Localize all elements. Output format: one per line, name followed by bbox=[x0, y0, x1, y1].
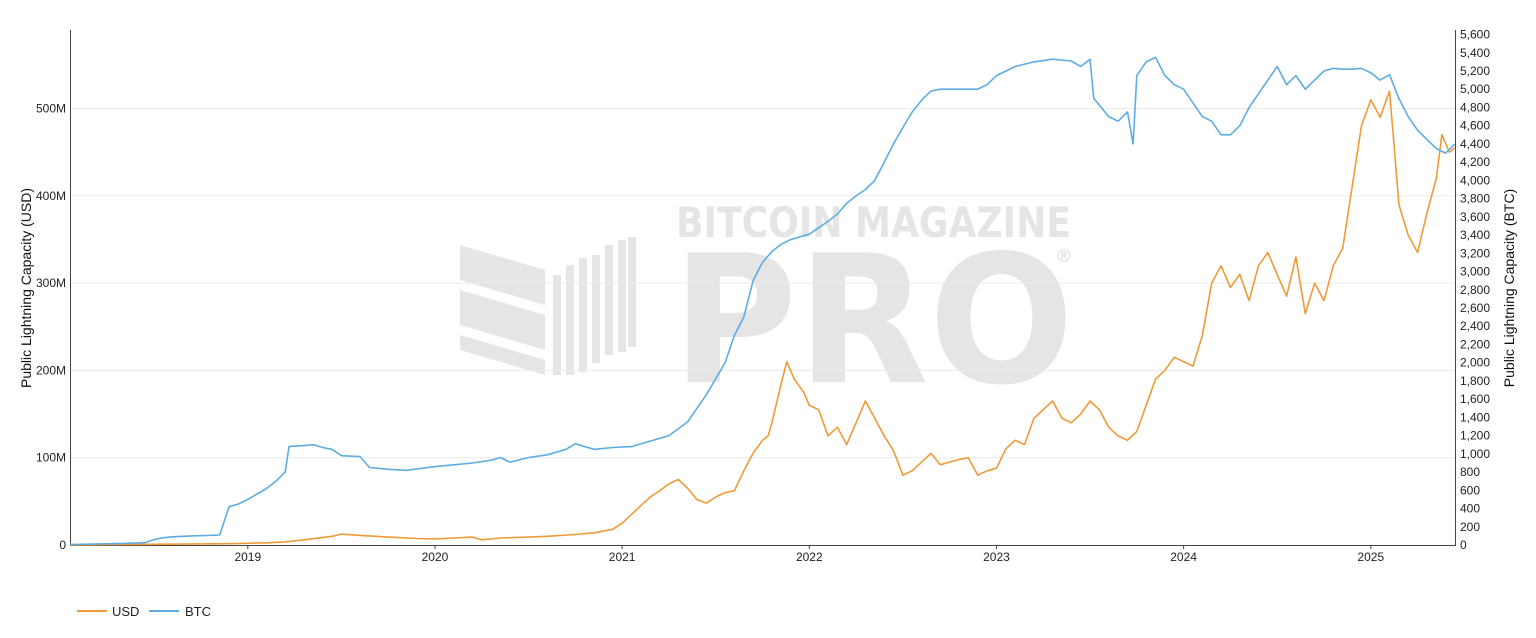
right-tick-label: 4,600 bbox=[1460, 119, 1490, 133]
x-tick-label: 2022 bbox=[796, 550, 823, 564]
left-axis-title: Public Lightning Capacity (USD) bbox=[18, 188, 34, 388]
watermark-registered-mark: ® bbox=[1055, 246, 1073, 267]
watermark-emblem bbox=[460, 237, 636, 375]
right-tick-label: 200 bbox=[1460, 520, 1480, 534]
watermark-main-text: PRO bbox=[672, 217, 1074, 424]
right-tick-label: 5,000 bbox=[1460, 82, 1490, 96]
legend-btc-label: BTC bbox=[185, 604, 211, 619]
right-tick-label: 600 bbox=[1460, 483, 1480, 497]
right-tick-label: 5,600 bbox=[1460, 28, 1490, 42]
x-tick-label: 2024 bbox=[1170, 550, 1197, 564]
right-tick-label: 2,400 bbox=[1460, 319, 1490, 333]
right-tick-label: 2,200 bbox=[1460, 337, 1490, 351]
right-tick-label: 2,800 bbox=[1460, 283, 1490, 297]
right-tick-label: 4,000 bbox=[1460, 173, 1490, 187]
right-tick-label: 3,000 bbox=[1460, 265, 1490, 279]
x-tick-label: 2021 bbox=[609, 550, 636, 564]
right-tick-label: 800 bbox=[1460, 465, 1480, 479]
x-tick-label: 2023 bbox=[983, 550, 1010, 564]
right-tick-label: 4,200 bbox=[1460, 155, 1490, 169]
right-tick-label: 5,200 bbox=[1460, 64, 1490, 78]
grid-lines bbox=[70, 108, 1455, 459]
right-tick-label: 1,000 bbox=[1460, 447, 1490, 461]
right-tick-label: 0 bbox=[1460, 538, 1467, 552]
left-axis-ticks: 0 100M 200M 300M 400M 500M bbox=[36, 102, 66, 552]
right-tick-label: 4,800 bbox=[1460, 100, 1490, 114]
right-tick-label: 1,400 bbox=[1460, 410, 1490, 424]
right-tick-label: 3,800 bbox=[1460, 192, 1490, 206]
watermark-logo: BITCOIN MAGAZINE PRO ® bbox=[460, 198, 1074, 424]
right-tick-label: 1,800 bbox=[1460, 374, 1490, 388]
left-tick-label: 0 bbox=[59, 538, 66, 552]
legend: USD BTC bbox=[77, 604, 211, 619]
left-tick-label: 200M bbox=[36, 363, 66, 377]
right-tick-label: 2,600 bbox=[1460, 301, 1490, 315]
series-layer bbox=[69, 56, 1456, 546]
left-tick-label: 500M bbox=[36, 102, 66, 116]
right-axis-ticks: 0 200 400 600 800 1,000 1,200 1,400 1,600 1,800 2,… bbox=[1460, 28, 1490, 552]
x-tick-label: 2020 bbox=[422, 550, 449, 564]
right-tick-label: 3,200 bbox=[1460, 246, 1490, 260]
legend-item-btc[interactable]: BTC bbox=[149, 604, 211, 619]
right-axis-title: Public Lightning Capacity (BTC) bbox=[1501, 189, 1517, 387]
series-line-btc bbox=[69, 56, 1456, 546]
right-tick-label: 1,200 bbox=[1460, 429, 1490, 443]
right-tick-label: 4,400 bbox=[1460, 137, 1490, 151]
x-tick-label: 2019 bbox=[234, 550, 261, 564]
left-tick-label: 100M bbox=[36, 451, 66, 465]
watermark-top-text: BITCOIN MAGAZINE bbox=[676, 198, 1071, 247]
left-tick-label: 400M bbox=[36, 189, 66, 203]
legend-usd-label: USD bbox=[112, 604, 139, 619]
x-tick-label: 2025 bbox=[1357, 550, 1384, 564]
right-tick-label: 3,600 bbox=[1460, 210, 1490, 224]
right-tick-label: 3,400 bbox=[1460, 228, 1490, 242]
right-tick-label: 2,000 bbox=[1460, 356, 1490, 370]
series-line-usd bbox=[69, 90, 1456, 546]
legend-item-usd[interactable]: USD bbox=[77, 604, 139, 619]
left-tick-label: 300M bbox=[36, 276, 66, 290]
right-tick-label: 5,400 bbox=[1460, 46, 1490, 60]
right-tick-label: 1,600 bbox=[1460, 392, 1490, 406]
right-tick-label: 400 bbox=[1460, 502, 1480, 516]
x-axis-ticks: 2019 2020 2021 2022 2023 2024 2025 bbox=[234, 545, 1384, 564]
